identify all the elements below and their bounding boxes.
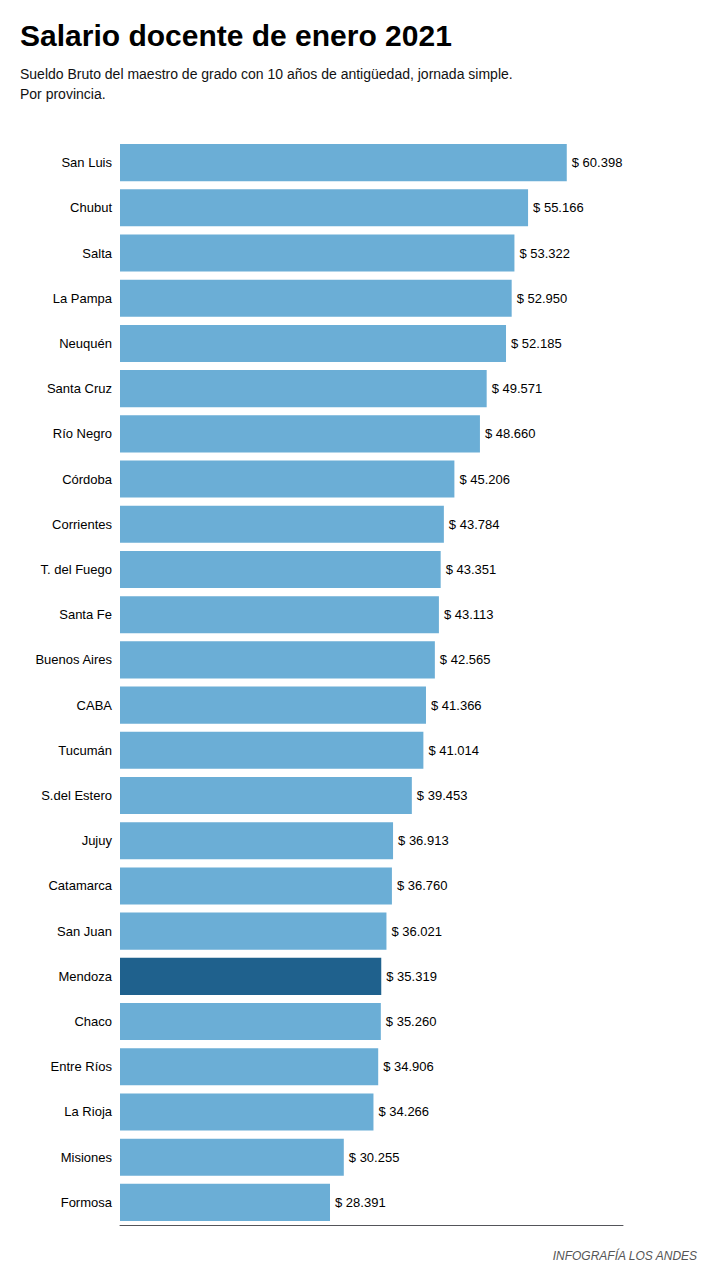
svg-text:San Luis: San Luis: [61, 155, 112, 170]
svg-text:$ 43.113: $ 43.113: [444, 607, 494, 622]
svg-text:$ 41.366: $ 41.366: [431, 698, 482, 713]
svg-text:Por provincia.: Por provincia.: [20, 86, 106, 102]
svg-text:$ 42.565: $ 42.565: [440, 652, 491, 667]
svg-text:$ 36.760: $ 36.760: [397, 878, 448, 893]
svg-text:S.del Estero: S.del Estero: [41, 788, 112, 803]
svg-text:CABA: CABA: [77, 698, 113, 713]
svg-text:San Juan: San Juan: [57, 924, 112, 939]
svg-text:$ 60.398: $ 60.398: [572, 155, 623, 170]
svg-text:$ 53.322: $ 53.322: [519, 246, 570, 261]
svg-text:$ 52.185: $ 52.185: [511, 336, 562, 351]
svg-text:La Pampa: La Pampa: [53, 291, 113, 306]
svg-text:$ 30.255: $ 30.255: [349, 1150, 400, 1165]
svg-text:Formosa: Formosa: [61, 1195, 113, 1210]
svg-text:Salario docente de enero 2021: Salario docente de enero 2021: [20, 19, 452, 52]
svg-text:Santa Cruz: Santa Cruz: [47, 381, 112, 396]
svg-text:$ 52.950: $ 52.950: [517, 291, 568, 306]
svg-text:$ 49.571: $ 49.571: [492, 381, 543, 396]
svg-text:$ 43.351: $ 43.351: [446, 562, 497, 577]
svg-text:$ 34.906: $ 34.906: [383, 1059, 434, 1074]
svg-text:$ 36.913: $ 36.913: [398, 833, 449, 848]
svg-text:Neuquén: Neuquén: [59, 336, 112, 351]
svg-text:Chubut: Chubut: [70, 200, 112, 215]
svg-text:$ 45.206: $ 45.206: [459, 472, 510, 487]
svg-text:Córdoba: Córdoba: [62, 472, 113, 487]
svg-text:$ 41.014: $ 41.014: [428, 743, 479, 758]
svg-text:$ 35.260: $ 35.260: [386, 1014, 437, 1029]
svg-text:T. del Fuego: T. del Fuego: [40, 562, 112, 577]
svg-text:Mendoza: Mendoza: [59, 969, 113, 984]
svg-text:$ 48.660: $ 48.660: [485, 426, 536, 441]
svg-text:$ 39.453: $ 39.453: [417, 788, 468, 803]
svg-text:Salta: Salta: [82, 246, 112, 261]
svg-text:$ 35.319: $ 35.319: [386, 969, 437, 984]
svg-text:$ 55.166: $ 55.166: [533, 200, 584, 215]
svg-text:La Rioja: La Rioja: [64, 1104, 112, 1119]
svg-text:Río Negro: Río Negro: [53, 426, 112, 441]
svg-text:Chaco: Chaco: [74, 1014, 112, 1029]
svg-text:Jujuy: Jujuy: [82, 833, 113, 848]
svg-text:Entre Ríos: Entre Ríos: [51, 1059, 113, 1074]
svg-text:INFOGRAFÍA LOS ANDES: INFOGRAFÍA LOS ANDES: [553, 1248, 697, 1263]
svg-text:Buenos Aires: Buenos Aires: [35, 652, 112, 667]
svg-text:Santa Fe: Santa Fe: [59, 607, 112, 622]
svg-text:Tucumán: Tucumán: [58, 743, 112, 758]
svg-text:$ 43.784: $ 43.784: [449, 517, 500, 532]
svg-text:Corrientes: Corrientes: [52, 517, 112, 532]
svg-text:Catamarca: Catamarca: [48, 878, 112, 893]
svg-text:$ 28.391: $ 28.391: [335, 1195, 386, 1210]
svg-text:Sueldo Bruto del maestro de gr: Sueldo Bruto del maestro de grado con 10…: [20, 66, 513, 82]
svg-text:$ 36.021: $ 36.021: [391, 924, 442, 939]
svg-text:Misiones: Misiones: [61, 1150, 113, 1165]
svg-text:$ 34.266: $ 34.266: [378, 1104, 429, 1119]
